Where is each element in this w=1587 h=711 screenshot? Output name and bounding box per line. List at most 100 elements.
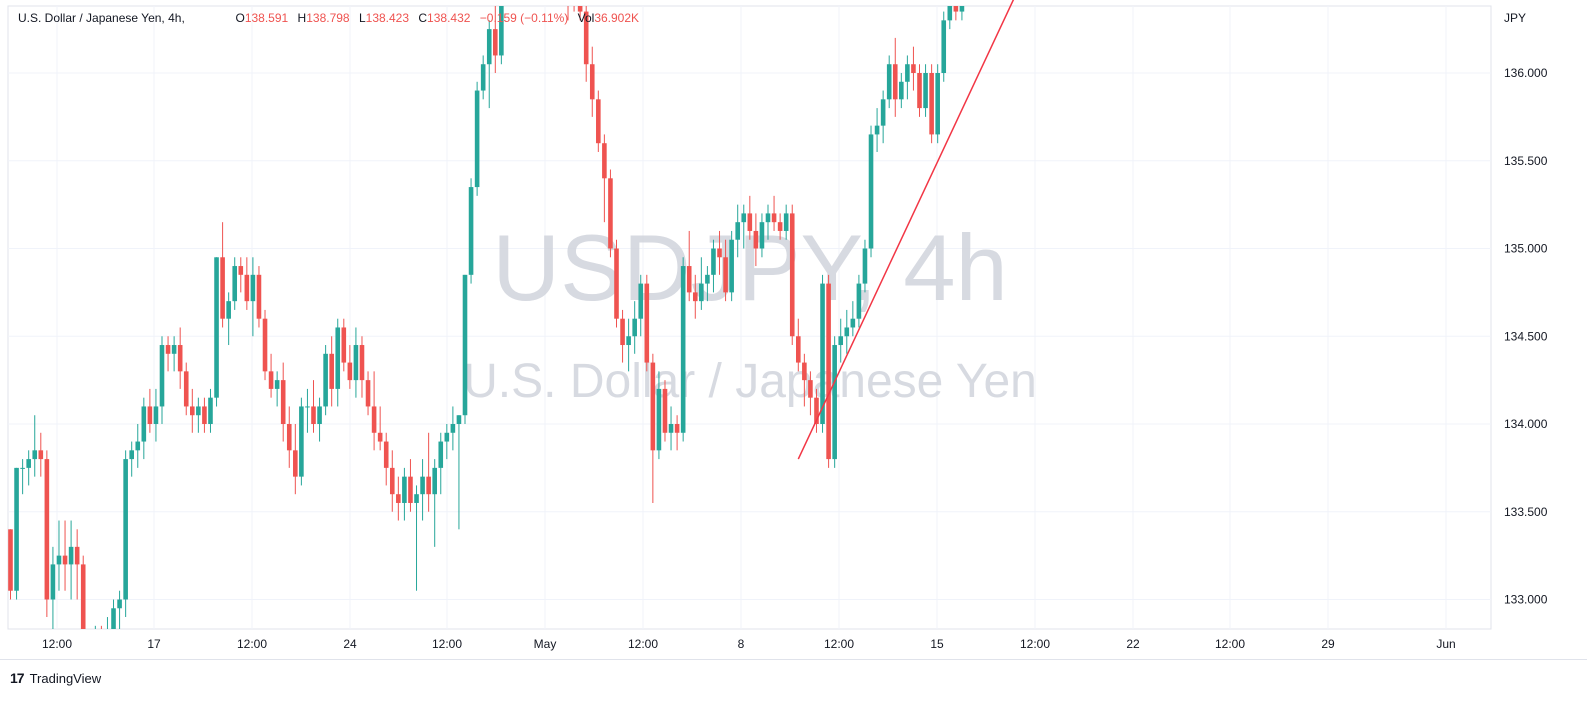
legend-symbol[interactable]: U.S. Dollar / Japanese Yen, 4h, bbox=[18, 11, 185, 25]
candle-body bbox=[480, 64, 486, 91]
candle-body bbox=[26, 459, 31, 468]
candle-body bbox=[256, 274, 262, 319]
x-tick-label: May bbox=[534, 637, 557, 651]
candle bbox=[420, 459, 425, 521]
candle-body bbox=[220, 257, 225, 319]
candle-body bbox=[892, 64, 898, 100]
candle bbox=[129, 441, 134, 477]
legend-volume-value: 36.902K bbox=[594, 11, 640, 25]
candle-body bbox=[959, 6, 965, 12]
candle-body bbox=[947, 6, 953, 21]
candle-body bbox=[389, 467, 395, 495]
candle bbox=[583, 6, 589, 82]
legend-close-label: C bbox=[418, 11, 428, 25]
brand-name: TradingView bbox=[29, 670, 102, 686]
candle bbox=[953, 6, 959, 21]
candle-body bbox=[844, 327, 850, 337]
candle-body bbox=[105, 643, 110, 661]
candle bbox=[377, 406, 383, 451]
candle-body bbox=[190, 406, 195, 416]
candle-body bbox=[808, 380, 813, 398]
candle-body bbox=[874, 125, 880, 135]
tradingview-brand[interactable]: 17 TradingView bbox=[10, 670, 101, 686]
candle bbox=[317, 397, 322, 442]
y-tick-label: 133.000 bbox=[1504, 593, 1548, 607]
candle-body bbox=[402, 476, 407, 503]
candle bbox=[814, 388, 819, 433]
candle-body bbox=[56, 555, 62, 565]
candle-body bbox=[244, 274, 250, 302]
candle bbox=[14, 467, 19, 600]
candle-body bbox=[880, 99, 886, 126]
candle bbox=[699, 257, 704, 310]
candle-body bbox=[135, 441, 141, 451]
candle bbox=[644, 274, 650, 372]
candle bbox=[432, 459, 437, 547]
candle-body bbox=[44, 459, 50, 600]
candle bbox=[796, 318, 801, 372]
legend-change: −0.159 (−0.11%) bbox=[479, 11, 569, 25]
candle-body bbox=[377, 432, 383, 442]
candle-body bbox=[38, 450, 44, 460]
candle bbox=[8, 529, 13, 600]
candle bbox=[208, 388, 213, 433]
x-tick-label: 12:00 bbox=[237, 637, 267, 651]
candle bbox=[347, 345, 353, 389]
candle bbox=[56, 520, 62, 591]
candle bbox=[941, 11, 947, 82]
x-tick-label: 12:00 bbox=[824, 637, 854, 651]
candle-body bbox=[499, 6, 504, 56]
candle bbox=[262, 309, 268, 381]
candle-body bbox=[692, 292, 698, 302]
candle-body bbox=[93, 635, 98, 670]
candle bbox=[577, 6, 583, 21]
candle bbox=[117, 590, 122, 629]
candle-body bbox=[929, 73, 934, 135]
candle-body bbox=[717, 248, 722, 258]
candle bbox=[141, 397, 147, 460]
candle-body bbox=[705, 274, 710, 284]
x-tick-label: 15 bbox=[930, 637, 944, 651]
candle bbox=[68, 520, 74, 600]
x-tick-label: Jun bbox=[1436, 637, 1455, 651]
candle bbox=[323, 345, 328, 416]
candle bbox=[396, 476, 401, 521]
candle-body bbox=[323, 353, 328, 407]
candle bbox=[232, 257, 238, 310]
candle-body bbox=[208, 397, 213, 424]
candle-body bbox=[311, 406, 316, 424]
candle-body bbox=[711, 248, 716, 275]
candle bbox=[280, 362, 286, 442]
candle bbox=[741, 204, 747, 249]
ascending-trendline[interactable] bbox=[797, 0, 1210, 460]
candle-body bbox=[420, 476, 425, 495]
candle bbox=[26, 450, 31, 486]
candle bbox=[414, 485, 419, 591]
candle bbox=[711, 239, 716, 293]
candle-body bbox=[699, 283, 704, 302]
candle bbox=[692, 274, 698, 319]
candle-body bbox=[777, 222, 783, 231]
candle bbox=[917, 64, 922, 117]
candle bbox=[268, 353, 274, 398]
legend: U.S. Dollar / Japanese Yen, 4h, O138.591… bbox=[18, 11, 645, 25]
candle-body bbox=[159, 345, 165, 407]
candle-body bbox=[456, 415, 462, 424]
x-tick-label: 8 bbox=[738, 637, 745, 651]
candle bbox=[905, 55, 910, 100]
candle-body bbox=[414, 494, 419, 503]
plot-border bbox=[7, 5, 1492, 630]
candle-body bbox=[232, 266, 238, 302]
candle bbox=[844, 309, 850, 354]
candle bbox=[632, 301, 637, 354]
candle-body bbox=[62, 555, 68, 565]
candle-body bbox=[183, 371, 189, 407]
candle-body bbox=[753, 230, 759, 249]
candle-body bbox=[838, 336, 844, 346]
candle-body bbox=[783, 213, 789, 231]
candle bbox=[299, 397, 304, 486]
candle bbox=[305, 388, 310, 433]
candle bbox=[686, 230, 692, 302]
